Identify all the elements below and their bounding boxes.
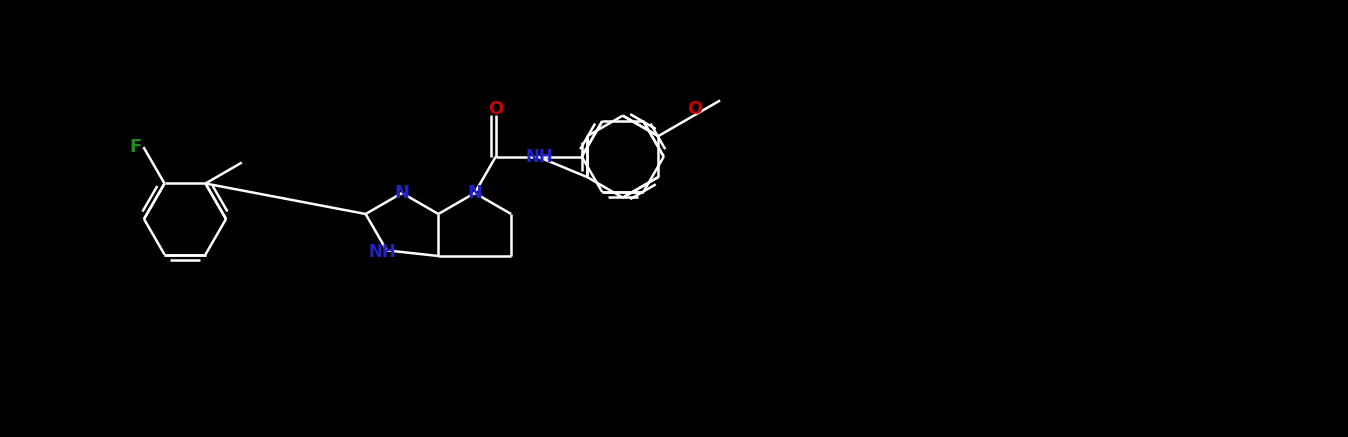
- Text: N: N: [395, 184, 410, 202]
- Text: O: O: [488, 100, 503, 118]
- Text: F: F: [129, 138, 142, 156]
- Text: O: O: [687, 100, 702, 118]
- Text: NH: NH: [369, 243, 396, 261]
- Text: N: N: [468, 184, 483, 202]
- Text: NH: NH: [526, 148, 554, 166]
